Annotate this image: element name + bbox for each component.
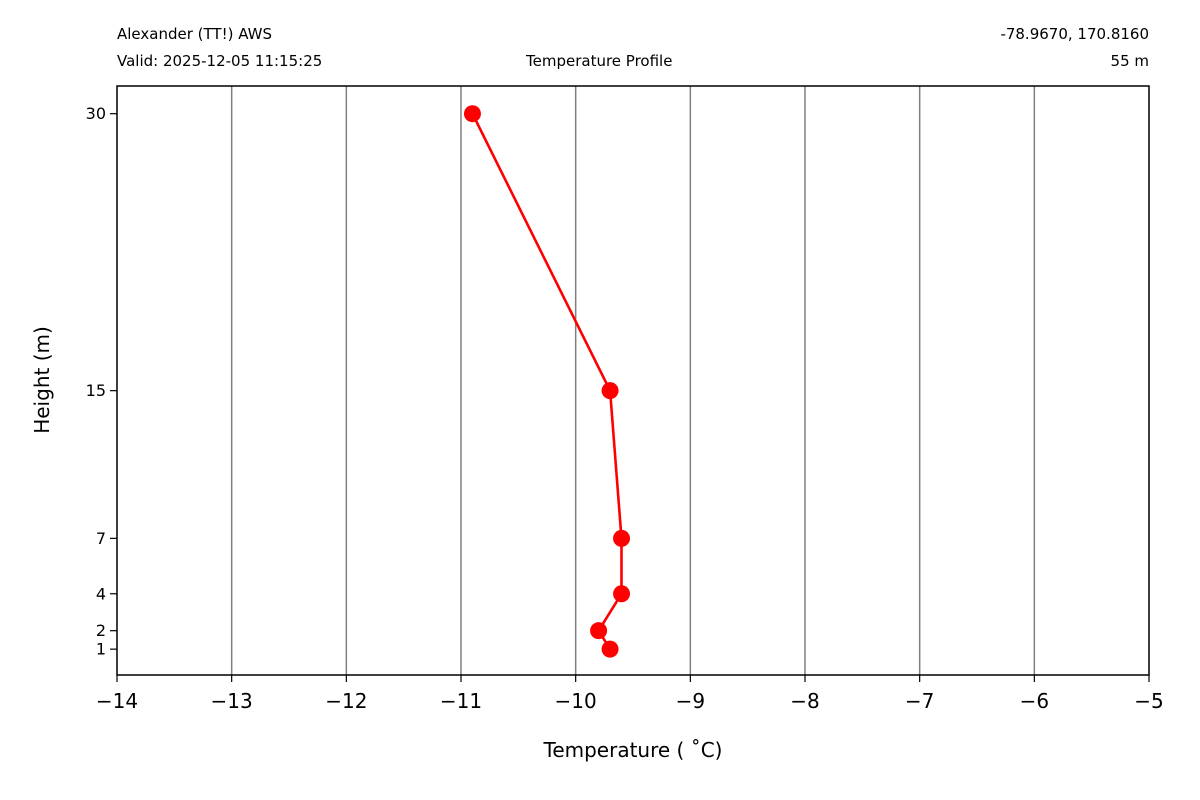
- x-tick-label-8: −6: [1020, 689, 1049, 713]
- x-axis-label: Temperature ( ˚C): [543, 738, 723, 762]
- station-coordinates: -78.9670, 170.8160: [1000, 25, 1149, 43]
- x-tick-label-1: −13: [211, 689, 253, 713]
- x-tick-label-0: −14: [96, 689, 138, 713]
- plot-frame: [116, 85, 1150, 676]
- series-line-0: [471, 113, 623, 650]
- data-point-0: [601, 640, 619, 658]
- x-tick-label-2: −12: [325, 689, 367, 713]
- x-tick-label-9: −5: [1134, 689, 1163, 713]
- data-point-3: [613, 529, 631, 547]
- y-tick-label-2: 4: [96, 584, 106, 603]
- y-axis-label: Height (m): [30, 326, 54, 434]
- x-tick-label-5: −9: [676, 689, 705, 713]
- valid-time: Valid: 2025-12-05 11:15:25: [117, 52, 323, 70]
- data-point-5: [463, 105, 481, 123]
- station-elevation: 55 m: [1110, 52, 1149, 70]
- y-axis-ticks: 12 4 7 15 30: [86, 104, 117, 659]
- y-tick-label-1: 2: [96, 621, 106, 640]
- x-tick-label-4: −10: [555, 689, 597, 713]
- y-tick-label-4: 15: [86, 381, 106, 400]
- x-tick-label-6: −8: [790, 689, 819, 713]
- station-name: Alexander (TT!) AWS: [117, 25, 272, 43]
- chart-title: Temperature Profile: [526, 52, 673, 70]
- x-tick-label-7: −7: [905, 689, 934, 713]
- y-tick-label-3: 7: [96, 529, 106, 548]
- data-point-2: [613, 585, 631, 603]
- y-tick-label-5: 30: [86, 104, 106, 123]
- series-layer: [463, 105, 631, 658]
- data-point-1: [590, 622, 608, 640]
- x-tick-label-3: −11: [440, 689, 482, 713]
- data-point-4: [601, 382, 619, 400]
- grid-lines: [230, 86, 1036, 675]
- y-tick-label-0: 1: [96, 640, 106, 659]
- x-axis-ticks: −14 −13 −12 −11 −10 −9 −8 −7 −6 −5: [96, 675, 1164, 713]
